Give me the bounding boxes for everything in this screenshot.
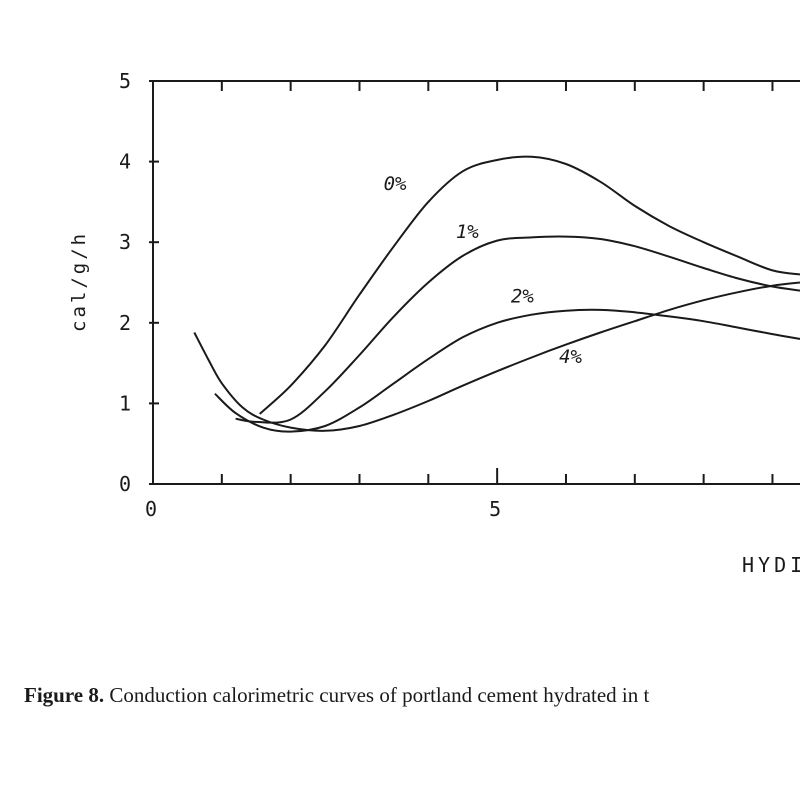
caption-label: Figure 8. [24, 683, 105, 707]
curve-0pct [259, 155, 800, 415]
tick-labels: 0 1 2 3 4 5 0 5 [119, 69, 501, 521]
y-tick-label: 0 [119, 472, 131, 496]
y-tick-label: 1 [119, 391, 131, 415]
y-axis-title: cal/g/h [68, 231, 90, 332]
series-labels: 0% 1% 2% 4% [384, 173, 583, 368]
curves [193, 155, 800, 433]
series-label-2pct: 2% [511, 286, 534, 308]
series-label-4pct: 4% [559, 346, 582, 368]
y-tick-label: 4 [119, 150, 131, 174]
figure-caption: Figure 8. Conduction calorimetric curves… [24, 683, 649, 708]
y-tick-label: 5 [119, 69, 131, 93]
axes [152, 80, 800, 485]
y-tick-label: 2 [119, 311, 131, 335]
x-tick-label: 0 [145, 497, 157, 521]
curve-2pct [214, 308, 800, 433]
x-tick-label: 5 [489, 497, 501, 521]
curve-1pct [235, 235, 800, 424]
series-label-1pct: 1% [456, 221, 479, 243]
series-label-0pct: 0% [384, 173, 407, 195]
tick-marks [149, 80, 774, 485]
curve-4pct [193, 281, 800, 432]
caption-text: Conduction calorimetric curves of portla… [104, 683, 650, 707]
y-tick-label: 3 [119, 230, 131, 254]
x-axis-title: HYDI [742, 553, 800, 577]
